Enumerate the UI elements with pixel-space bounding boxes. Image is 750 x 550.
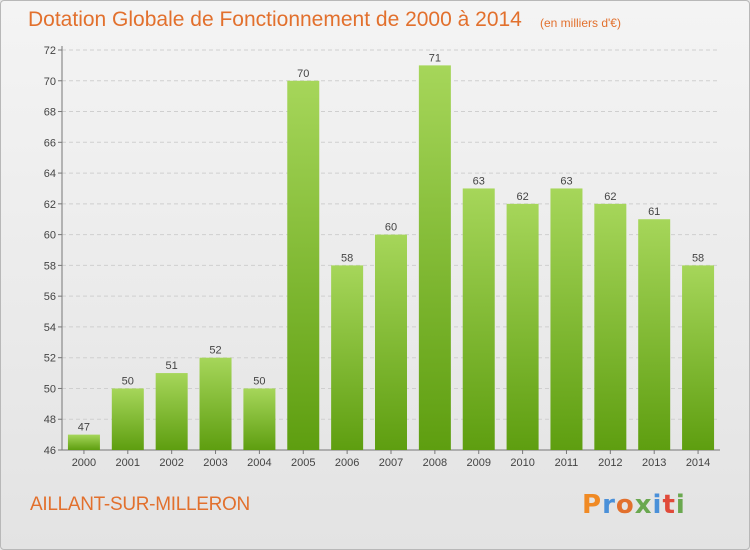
value-label-2006: 58	[341, 252, 353, 264]
value-label-2012: 62	[604, 191, 616, 203]
value-label-2013: 61	[648, 206, 660, 218]
x-tick-label-2014: 2014	[686, 457, 710, 469]
value-label-2001: 50	[122, 375, 134, 387]
bar-2008	[418, 65, 451, 450]
value-label-2000: 47	[78, 422, 90, 434]
x-tick-label-2004: 2004	[247, 457, 271, 469]
bar-2010	[506, 203, 539, 450]
bar-2004	[243, 388, 276, 450]
x-tick-label-2011: 2011	[555, 457, 579, 469]
value-label-2009: 63	[473, 175, 485, 187]
logo-letter: o	[615, 490, 635, 520]
bars	[67, 65, 715, 451]
value-labels: 47 50 51 52 50 70 58 60 71 63 62 63 62 61 58	[78, 52, 704, 433]
bar-2014	[682, 265, 715, 450]
x-tick-label-2000: 2000	[72, 457, 96, 469]
y-tick-label: 48	[44, 414, 56, 426]
bar-2013	[638, 219, 671, 450]
value-label-2014: 58	[692, 252, 704, 264]
value-label-2011: 63	[560, 175, 572, 187]
y-tick-label: 72	[44, 45, 56, 57]
bar-2012	[594, 203, 627, 450]
x-tick-label-2009: 2009	[466, 457, 490, 469]
logo-letter: t	[662, 490, 676, 520]
bar-2000	[67, 434, 100, 450]
x-tick-label-2002: 2002	[159, 457, 183, 469]
commune-name: AILLANT-SUR-MILLERON	[30, 494, 250, 515]
x-tick-label-2001: 2001	[116, 457, 140, 469]
value-label-2003: 52	[209, 345, 221, 357]
bar-2007	[375, 234, 407, 450]
y-tick-label: 58	[44, 260, 56, 272]
value-label-2008: 71	[429, 52, 441, 64]
bar-2003	[199, 357, 232, 450]
bar-2001	[111, 388, 144, 450]
y-tick-label: 54	[44, 322, 56, 334]
bar-2002	[155, 373, 188, 450]
logo-letter: r	[602, 490, 616, 520]
bar-2005	[287, 80, 320, 451]
y-tick-label: 60	[44, 230, 56, 242]
y-tick-label: 52	[44, 353, 56, 365]
logo-letter: x	[634, 490, 653, 520]
y-tick-label: 56	[44, 291, 56, 303]
y-tick-label: 68	[44, 107, 56, 119]
y-tick-label: 66	[44, 137, 56, 149]
x-tick-label-2010: 2010	[510, 457, 534, 469]
chart-title: Dotation Globale de Fonctionnement de 20…	[28, 8, 522, 31]
x-tick-label-2005: 2005	[291, 457, 315, 469]
logo-letter: i	[652, 490, 663, 520]
value-label-2007: 60	[385, 222, 397, 234]
y-tick-label: 46	[44, 445, 56, 457]
value-label-2004: 50	[253, 375, 265, 387]
bar-2011	[550, 188, 583, 450]
bar-2009	[462, 188, 495, 450]
logo-letter: i	[675, 490, 686, 520]
logo-letter: P	[582, 490, 603, 520]
value-label-2002: 51	[166, 360, 178, 372]
x-tick-label-2013: 2013	[642, 457, 666, 469]
value-label-2010: 62	[516, 191, 528, 203]
x-tick-label-2007: 2007	[379, 457, 403, 469]
x-tick-label-2006: 2006	[335, 457, 359, 469]
x-tick-label-2012: 2012	[598, 457, 622, 469]
x-tick-label-2008: 2008	[423, 457, 447, 469]
y-tick-label: 64	[44, 168, 56, 180]
value-label-2005: 70	[297, 68, 309, 80]
chart-units: (en milliers d'€)	[540, 16, 621, 30]
proxiti-logo: Proxiti	[582, 490, 686, 520]
y-tick-label: 62	[44, 199, 56, 211]
y-tick-label: 50	[44, 383, 56, 395]
bar-2006	[331, 265, 364, 450]
y-tick-label: 70	[44, 76, 56, 88]
x-tick-label-2003: 2003	[203, 457, 227, 469]
